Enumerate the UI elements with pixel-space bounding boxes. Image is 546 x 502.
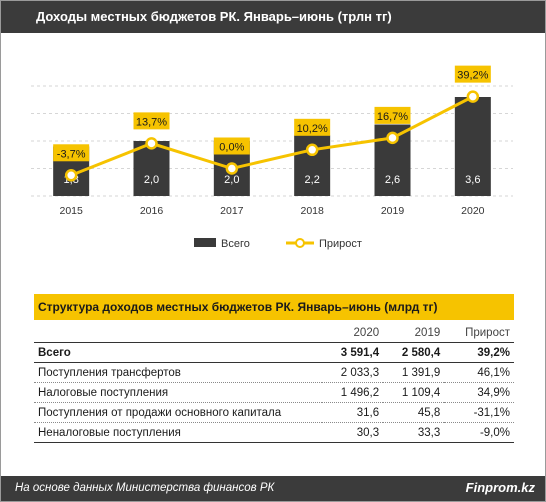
growth-label-bg bbox=[53, 144, 90, 162]
growth-label: 0,0% bbox=[219, 142, 244, 154]
structure-table-panel: Структура доходов местных бюджетов РК. Я… bbox=[34, 294, 514, 443]
value-2019: 1 391,9 bbox=[383, 362, 445, 383]
growth-label: 16,7% bbox=[377, 111, 408, 123]
table-row: Неналоговые поступления 30,3 33,3 -9,0% bbox=[34, 422, 514, 443]
growth-label: 39,2% bbox=[457, 70, 488, 82]
bar-value-label: 2,0 bbox=[144, 174, 159, 186]
value-2020: 3 591,4 bbox=[322, 342, 384, 363]
value-2020: 31,6 bbox=[322, 402, 384, 423]
growth-label-bg bbox=[213, 137, 250, 155]
table-header-cell bbox=[34, 323, 322, 343]
footer-bar: На основе данных Министерства финансов Р… bbox=[1, 476, 545, 501]
value-2019: 33,3 bbox=[383, 422, 445, 443]
growth-label-bg bbox=[374, 106, 411, 124]
growth-value: -9,0% bbox=[444, 422, 514, 443]
legend-bar-label: Всего bbox=[221, 238, 250, 250]
x-tick-label: 2020 bbox=[461, 205, 485, 217]
value-2019: 2 580,4 bbox=[383, 342, 445, 363]
value-2019: 45,8 bbox=[383, 402, 445, 423]
source-note: На основе данных Министерства финансов Р… bbox=[15, 482, 275, 494]
table-row-total: Всего 3 591,4 2 580,4 39,2% bbox=[34, 342, 514, 363]
value-2020: 30,3 bbox=[322, 422, 384, 443]
table-header-cell: 2020 bbox=[322, 323, 384, 343]
growth-value: 46,1% bbox=[444, 362, 514, 383]
value-2020: 1 496,2 bbox=[322, 382, 384, 403]
structure-table: 2020 2019 Прирост Всего 3 591,4 2 580,4 … bbox=[34, 323, 514, 443]
growth-marker bbox=[386, 131, 399, 145]
value-2020: 2 033,3 bbox=[322, 362, 384, 383]
growth-marker bbox=[466, 90, 480, 103]
growth-marker bbox=[64, 169, 78, 182]
growth-value: 34,9% bbox=[444, 382, 514, 403]
x-tick-label: 2015 bbox=[59, 205, 83, 217]
growth-label-bg bbox=[294, 118, 331, 136]
row-label: Налоговые поступления bbox=[34, 382, 322, 403]
bar-value-label: 2,2 bbox=[305, 174, 320, 186]
chart-title: Доходы местных бюджетов РК. Январь–июнь … bbox=[36, 9, 392, 24]
growth-marker bbox=[225, 162, 239, 175]
growth-value: -31,1% bbox=[444, 402, 514, 423]
brand-logo: Finprom.kz bbox=[465, 480, 535, 495]
growth-label: -3,7% bbox=[57, 148, 86, 160]
growth-label: 10,2% bbox=[297, 123, 328, 135]
growth-value: 39,2% bbox=[444, 342, 514, 363]
table-header-cell: Прирост bbox=[444, 323, 514, 343]
growth-marker bbox=[145, 137, 158, 150]
growth-label-bg bbox=[133, 112, 170, 130]
x-tick-label: 2018 bbox=[300, 205, 324, 217]
growth-line bbox=[70, 95, 474, 177]
table-header-row: 2020 2019 Прирост bbox=[34, 323, 514, 343]
legend-line-label: Прирост bbox=[319, 238, 362, 250]
revenue-combo-chart: 1,820152,020162,020172,220182,620193,620… bbox=[31, 65, 513, 250]
legend-line-marker bbox=[295, 238, 305, 248]
table-row: Поступления от продажи основного капитал… bbox=[34, 402, 514, 423]
x-tick-label: 2017 bbox=[220, 205, 244, 217]
growth-label: 13,7% bbox=[136, 116, 167, 128]
table-row: Налоговые поступления 1 496,2 1 109,4 34… bbox=[34, 382, 514, 403]
bar-2016 bbox=[133, 141, 170, 196]
row-label: Всего bbox=[34, 342, 322, 363]
bar-value-label: 2,0 bbox=[224, 174, 239, 186]
x-tick-label: 2019 bbox=[381, 205, 405, 217]
table-row: Поступления трансфертов 2 033,3 1 391,9 … bbox=[34, 362, 514, 383]
growth-marker bbox=[305, 143, 319, 157]
legend-bar-swatch bbox=[194, 238, 216, 247]
bar-2020 bbox=[454, 97, 491, 196]
x-tick-label: 2016 bbox=[140, 205, 164, 217]
growth-label-bg bbox=[454, 65, 491, 83]
bar-value-label: 3,6 bbox=[465, 174, 480, 186]
table-title: Структура доходов местных бюджетов РК. Я… bbox=[34, 294, 514, 320]
bar-value-label: 2,6 bbox=[385, 174, 400, 186]
header-bar: Доходы местных бюджетов РК. Январь–июнь … bbox=[1, 1, 545, 33]
row-label: Неналоговые поступления bbox=[34, 422, 322, 443]
row-label: Поступления от продажи основного капитал… bbox=[34, 402, 322, 423]
value-2019: 1 109,4 bbox=[383, 382, 445, 403]
table-header-cell: 2019 bbox=[383, 323, 445, 343]
row-label: Поступления трансфертов bbox=[34, 362, 322, 383]
